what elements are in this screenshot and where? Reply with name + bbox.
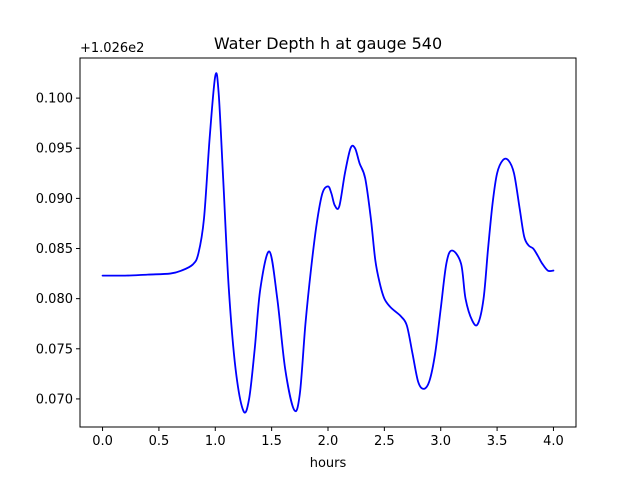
y-tick-label: 0.095: [36, 142, 73, 157]
y-tick-label: 0.070: [36, 392, 73, 407]
x-tick-label: 1.5: [261, 434, 282, 449]
x-tick-label: 1.0: [205, 434, 226, 449]
y-tick-label: 0.090: [36, 192, 73, 207]
x-tick-label: 4.0: [543, 434, 564, 449]
plot-frame: [79, 57, 577, 428]
chart-title: Water Depth h at gauge 540: [214, 34, 442, 53]
y-tick-label: 0.080: [36, 292, 73, 307]
y-tick-label: 0.075: [36, 342, 73, 357]
series-line: [101, 72, 555, 414]
axis-ticks: 0.0 0.5 1.0 1.5 2.0 2.5 3.0 3.5 4.0 0.070 0.075 0.0…: [36, 92, 564, 449]
x-tick-label: 2.5: [374, 434, 395, 449]
y-tick-label: 0.085: [36, 242, 73, 257]
x-tick-label: 3.0: [430, 434, 451, 449]
y-offset-label: +1.026e2: [80, 41, 144, 56]
x-tick-label: 3.5: [487, 434, 508, 449]
y-tick-label: 0.100: [36, 92, 73, 107]
x-tick-label: 2.0: [318, 434, 339, 449]
x-axis-label: hours: [310, 456, 347, 471]
x-tick-label: 0.5: [149, 434, 170, 449]
x-tick-label: 0.0: [92, 434, 113, 449]
